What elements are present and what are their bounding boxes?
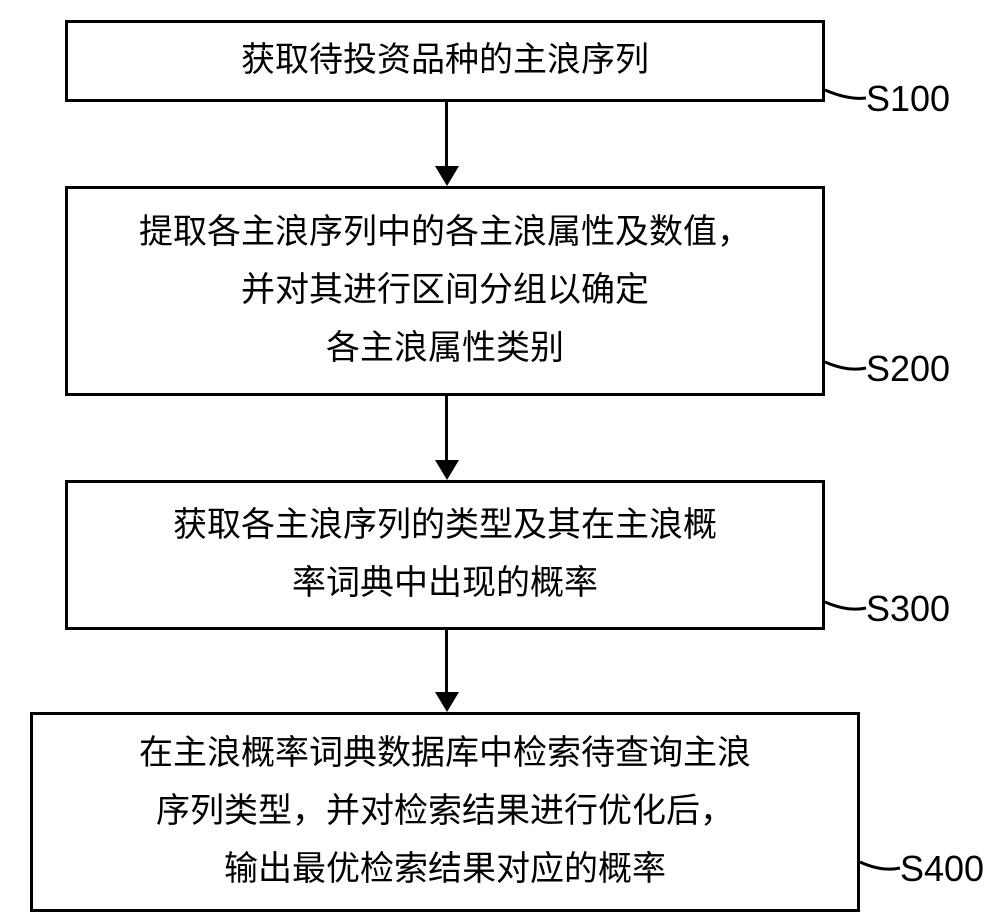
step-label-s200: S200 xyxy=(866,348,950,390)
flow-node-s100-text: 获取待投资品种的主浪序列 xyxy=(241,32,649,90)
connector-1-2 xyxy=(445,102,448,166)
arrowhead-1-2 xyxy=(435,166,459,186)
step-label-s300: S300 xyxy=(866,588,950,630)
flow-node-s200-text: 提取各主浪序列中的各主浪属性及数值， 并对其进行区间分组以确定 各主浪属性类别 xyxy=(139,204,751,377)
step-label-s400: S400 xyxy=(900,848,984,890)
flowchart-canvas: 获取待投资品种的主浪序列 S100 提取各主浪序列中的各主浪属性及数值， 并对其… xyxy=(0,0,1000,922)
flow-node-s400-text: 在主浪概率词典数据库中检索待查询主浪 序列类型，并对检索结果进行优化后， 输出最… xyxy=(139,725,751,898)
flow-node-s200: 提取各主浪序列中的各主浪属性及数值， 并对其进行区间分组以确定 各主浪属性类别 xyxy=(65,186,825,396)
flow-node-s300-text: 获取各主浪序列的类型及其在主浪概 率词典中出现的概率 xyxy=(173,497,717,613)
arrowhead-2-3 xyxy=(435,460,459,480)
arrowhead-3-4 xyxy=(435,692,459,712)
flow-node-s300: 获取各主浪序列的类型及其在主浪概 率词典中出现的概率 xyxy=(65,480,825,630)
connector-3-4 xyxy=(445,630,448,692)
connector-2-3 xyxy=(445,396,448,460)
flow-node-s400: 在主浪概率词典数据库中检索待查询主浪 序列类型，并对检索结果进行优化后， 输出最… xyxy=(30,712,860,912)
flow-node-s100: 获取待投资品种的主浪序列 xyxy=(65,20,825,102)
step-label-s100: S100 xyxy=(866,78,950,120)
